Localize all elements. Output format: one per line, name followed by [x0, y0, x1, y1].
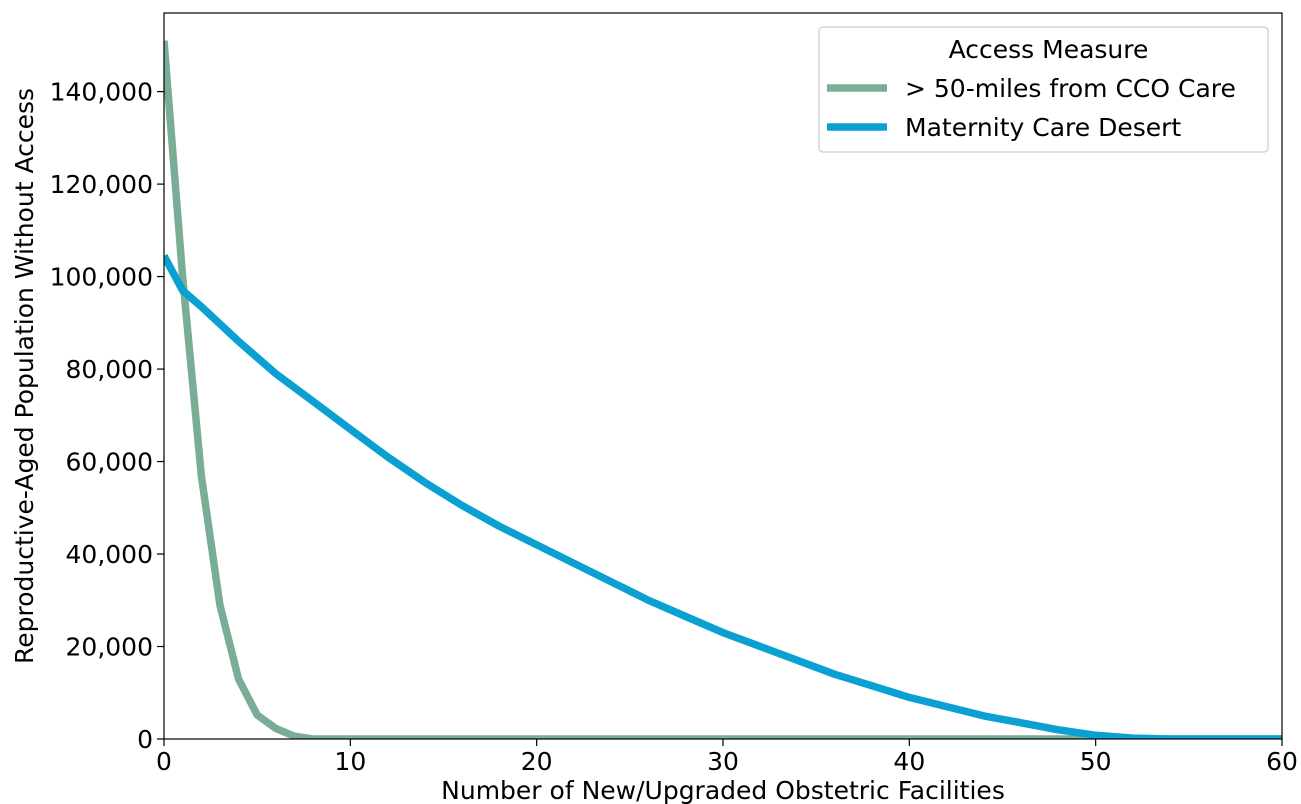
y-tick-label: 80,000: [66, 355, 153, 384]
y-tick-label: 20,000: [66, 633, 153, 662]
y-tick-label: 120,000: [50, 170, 153, 199]
series-layer: [164, 40, 1282, 739]
y-tick-label: 0: [137, 725, 153, 754]
x-tick-label: 50: [1080, 747, 1112, 776]
y-tick-label: 40,000: [66, 540, 153, 569]
y-tick-label: 60,000: [66, 448, 153, 477]
x-tick-label: 40: [893, 747, 925, 776]
series-line-2: [164, 254, 1282, 739]
x-axis-label: Number of New/Upgraded Obstetric Facilit…: [441, 776, 1005, 804]
legend: Access Measure > 50-miles from CCO Care Ma…: [818, 26, 1269, 153]
x-tick-label: 10: [334, 747, 366, 776]
y-tick-label: 140,000: [50, 78, 153, 107]
series-line-1: [164, 40, 1282, 739]
legend-title: Access Measure: [949, 35, 1149, 64]
legend-label-1: > 50-miles from CCO Care: [905, 74, 1236, 103]
x-tick-label: 0: [156, 747, 172, 776]
x-tick-label: 60: [1266, 747, 1298, 776]
x-tick-label: 30: [707, 747, 739, 776]
y-tick-label: 100,000: [50, 263, 153, 292]
legend-box: [818, 26, 1269, 153]
axes-layer: 0 10 20 30 40 50 60 0 20,000 40,000 60,000 80,000 10…: [10, 12, 1298, 804]
x-tick-label: 20: [521, 747, 553, 776]
y-axis-label: Reproductive-Aged Population Without Acc…: [10, 88, 39, 664]
legend-label-2: Maternity Care Desert: [905, 113, 1181, 142]
